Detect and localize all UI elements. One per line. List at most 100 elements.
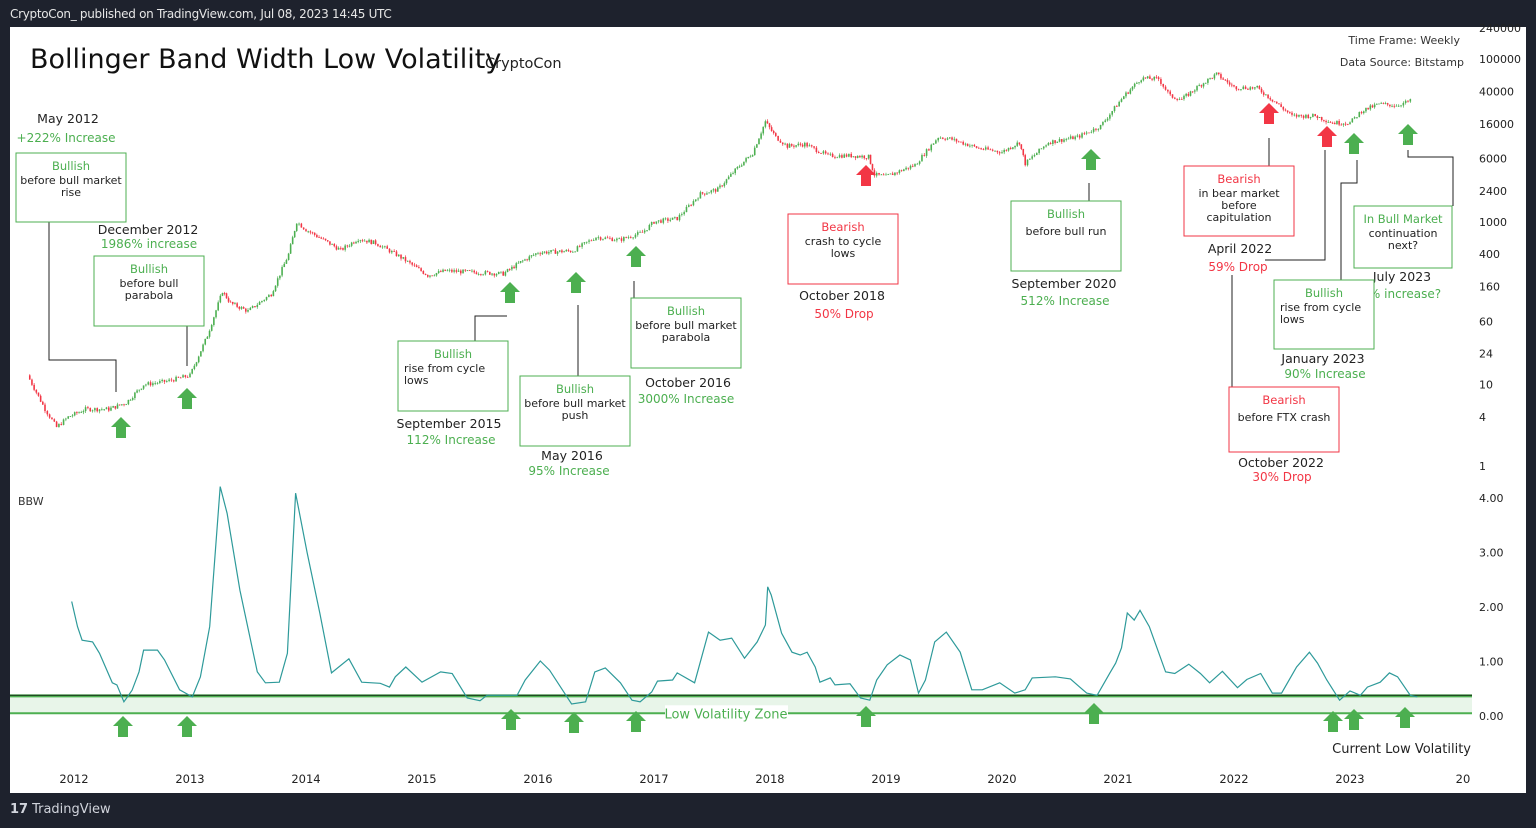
candle — [636, 232, 639, 235]
arrow-up-icon — [1317, 126, 1337, 147]
candle — [84, 407, 87, 412]
annotation-date: April 2022 — [1208, 241, 1272, 256]
candle — [1391, 105, 1393, 107]
candle — [170, 379, 173, 381]
candle — [921, 155, 923, 162]
price-tick-label: 400 — [1479, 248, 1500, 261]
annotation-title: Bullish — [434, 347, 472, 361]
candle — [418, 267, 420, 269]
candle — [701, 192, 704, 194]
candle — [808, 145, 811, 147]
low-volatility-zone: Low Volatility Zone — [10, 694, 1472, 722]
candle — [482, 274, 484, 276]
candle — [293, 230, 296, 238]
candle — [558, 250, 561, 252]
bbw-tick-label: 0.00 — [1479, 710, 1504, 723]
candle — [55, 421, 58, 427]
candle — [96, 408, 98, 412]
candle — [370, 239, 373, 244]
candle — [871, 164, 874, 171]
candle — [1365, 107, 1367, 112]
arrow-up-icon — [177, 716, 197, 737]
candle — [193, 365, 196, 369]
annotation-date: May 2016 — [541, 448, 603, 463]
candle — [268, 294, 270, 298]
candle — [1058, 139, 1061, 142]
candle — [1362, 111, 1365, 114]
candle — [1144, 77, 1147, 79]
candle — [1033, 155, 1036, 157]
footer-brand: TradingView — [32, 802, 111, 817]
candle — [287, 253, 290, 260]
candle — [1382, 102, 1385, 104]
candle — [916, 163, 919, 165]
annotation-change: 512% Increase — [1021, 294, 1110, 308]
annotation-body: lows — [1280, 313, 1305, 326]
candle — [581, 243, 583, 247]
candle — [346, 245, 349, 247]
candle — [894, 172, 896, 176]
candle — [861, 155, 863, 158]
annotation-date: May 2012 — [37, 111, 99, 126]
candle — [1300, 114, 1303, 116]
candle — [623, 237, 625, 241]
annotation-change: 59% Drop — [1208, 260, 1267, 274]
candle — [1116, 106, 1118, 107]
candle — [1380, 102, 1382, 104]
candle — [889, 173, 892, 175]
candle — [717, 187, 719, 192]
candle — [80, 412, 83, 414]
bbw-tick-label: 2.00 — [1479, 601, 1504, 614]
bbw-tick-label: 4.00 — [1479, 492, 1504, 505]
candle — [521, 260, 524, 262]
candle — [1026, 159, 1029, 166]
annotation-body: before bull market — [524, 397, 626, 410]
candle — [1293, 114, 1296, 116]
candle — [123, 404, 125, 406]
candle — [1260, 88, 1263, 93]
candle — [140, 388, 143, 390]
candle — [221, 293, 224, 296]
candle — [590, 240, 593, 242]
annotation-body: push — [562, 409, 589, 422]
candle — [1256, 86, 1258, 88]
candle — [643, 230, 646, 233]
candle — [318, 237, 320, 238]
candle — [350, 242, 353, 246]
candle — [1140, 80, 1142, 83]
candle — [973, 144, 976, 147]
annotation-body: before bull — [120, 277, 179, 290]
candle — [114, 406, 117, 409]
candle — [1397, 105, 1400, 107]
candle — [440, 271, 442, 272]
annotation-title: Bullish — [52, 159, 90, 173]
candle — [1162, 83, 1165, 87]
zone-fill — [10, 695, 1472, 714]
candle — [801, 144, 804, 147]
candle — [361, 240, 364, 242]
candle — [1047, 143, 1050, 146]
candle — [667, 218, 669, 221]
candle — [357, 240, 359, 242]
candle — [806, 142, 808, 147]
footer: 17 TradingView — [10, 802, 111, 817]
candle — [887, 174, 890, 176]
candle — [740, 165, 743, 167]
candle — [697, 198, 699, 200]
candle — [1020, 144, 1023, 149]
candle — [468, 270, 471, 271]
candle — [379, 245, 382, 248]
candle — [537, 253, 539, 255]
candle — [1278, 103, 1280, 105]
arrow-up-icon — [1323, 711, 1343, 732]
candle — [462, 269, 464, 274]
candle — [854, 156, 857, 158]
candle — [1395, 105, 1398, 107]
candle — [67, 416, 69, 419]
candle — [1076, 135, 1079, 137]
candle — [186, 376, 189, 378]
price-tick-label: 100000 — [1479, 53, 1521, 66]
annotation-body: before bull market — [635, 319, 737, 332]
candle — [219, 295, 222, 303]
